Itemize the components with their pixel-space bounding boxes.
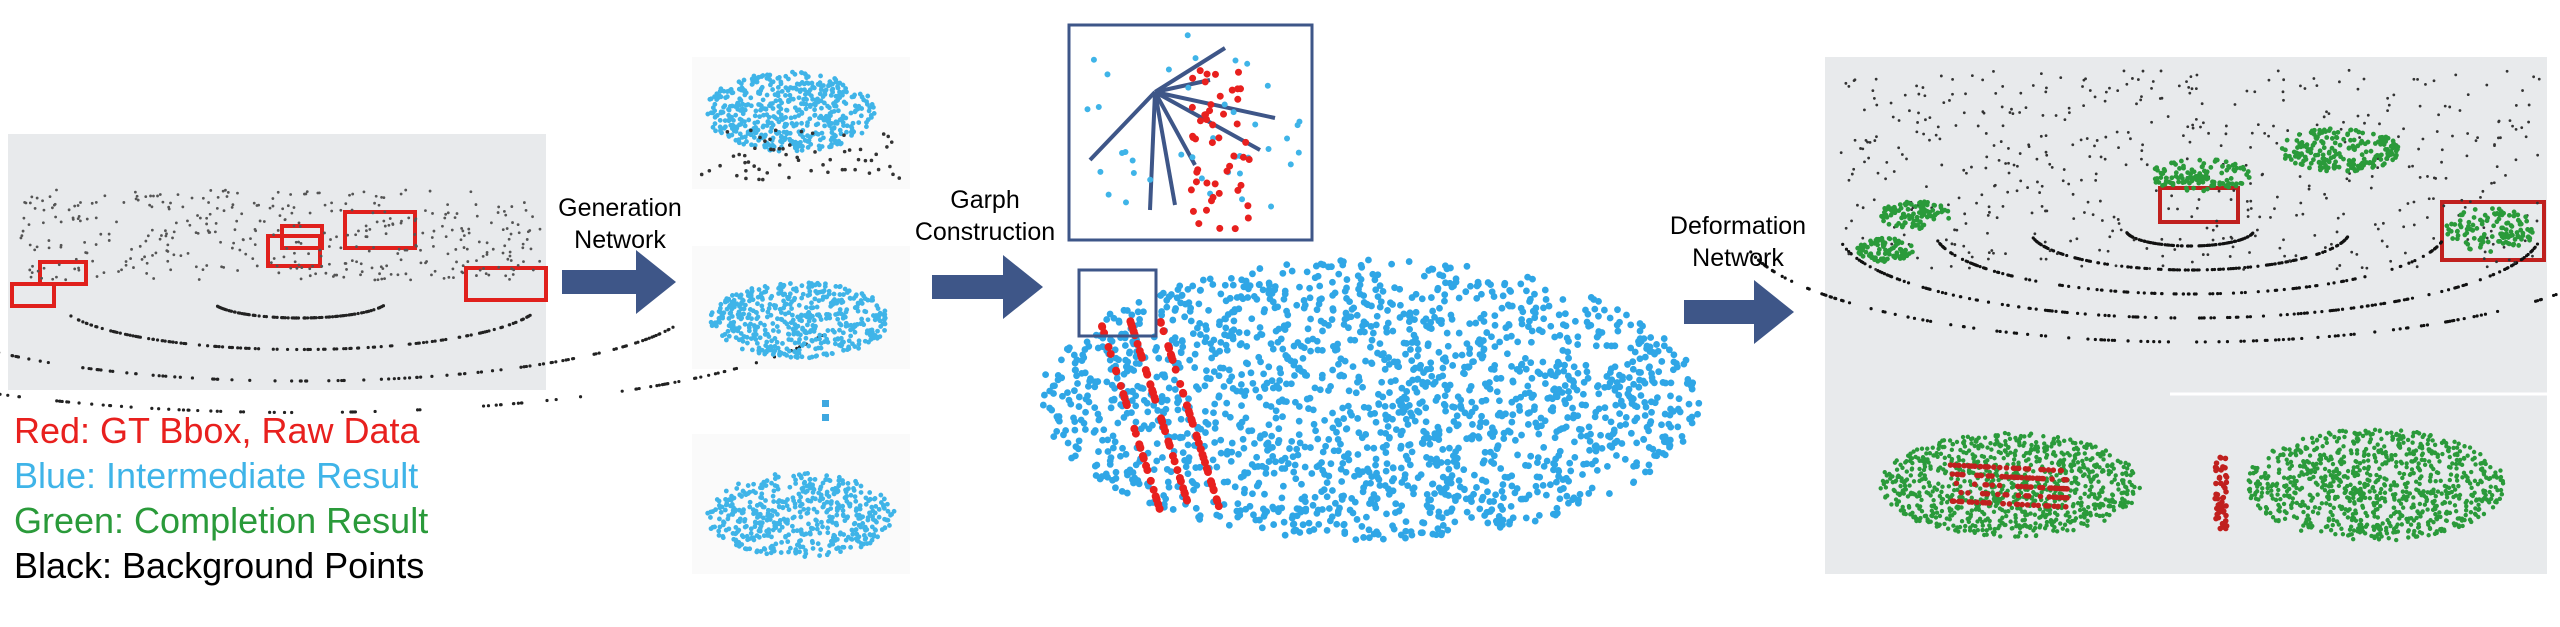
green-cloud <box>2444 206 2535 254</box>
result-panel <box>1825 57 2547 574</box>
green-cloud <box>1879 199 1952 232</box>
green-cloud <box>2152 157 2252 194</box>
legend-green: Green: Completion Result <box>14 500 428 541</box>
raw-points <box>1947 462 2070 510</box>
step-label: Network <box>1692 244 1784 272</box>
green-cloud <box>1855 235 1915 265</box>
legend-blue: Blue: Intermediate Result <box>14 455 418 496</box>
green-cloud <box>2246 427 2506 543</box>
legend-red: Red: GT Bbox, Raw Data <box>14 410 420 451</box>
scene-panel <box>8 134 546 390</box>
step-label: Network <box>574 226 666 254</box>
raw-points <box>1187 67 1253 233</box>
inset <box>1067 23 1314 242</box>
result-boxes <box>2158 186 2546 262</box>
green-cloud <box>2279 126 2401 174</box>
arrow <box>932 255 1043 319</box>
blue-cloud <box>705 69 877 154</box>
step-label: Deformation <box>1670 212 1806 240</box>
graph-edges <box>1088 46 1276 211</box>
zoom-box <box>1077 268 1158 338</box>
ellipsis <box>822 400 829 421</box>
blue-cloud <box>708 280 888 361</box>
green-cloud <box>1878 430 2142 539</box>
raw-points <box>1097 317 1223 513</box>
arrow <box>1684 280 1794 344</box>
arrow <box>562 250 676 314</box>
raw-points <box>2212 454 2230 532</box>
step-label: Generation <box>558 194 682 222</box>
background-points <box>699 128 902 182</box>
legend-black: Black: Background Points <box>14 545 424 586</box>
step-label: Construction <box>915 218 1055 246</box>
blue-cloud <box>705 471 897 560</box>
step-label: Garph <box>950 186 1019 214</box>
blue-cloud <box>1039 256 1703 544</box>
